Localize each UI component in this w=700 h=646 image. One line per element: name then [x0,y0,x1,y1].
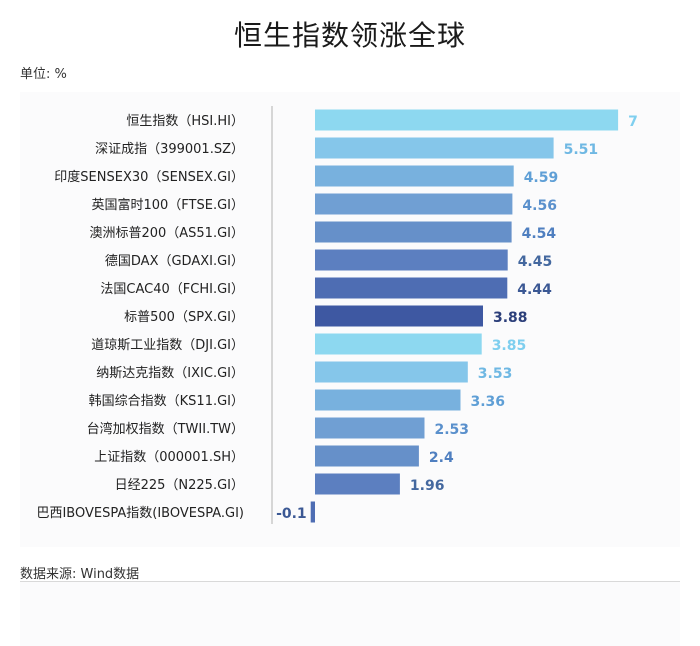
value-label: 4.59 [524,170,559,186]
value-label: 3.88 [493,310,528,326]
value-label: 3.36 [471,394,506,410]
bar [315,445,419,467]
bar [315,305,483,327]
bar [315,109,619,131]
category-label: 德国DAX（GDAXI.GI） [105,254,244,269]
category-label: 上证指数（000001.SH） [94,450,244,465]
category-label: 深证成指（399001.SZ） [95,142,244,157]
footer-divider [20,581,680,582]
footer-area [20,582,680,646]
value-label: 3.85 [492,338,527,354]
value-label: 3.53 [478,366,513,382]
category-label: 澳洲标普200（AS51.GI） [89,225,244,241]
bar [315,165,514,187]
category-label: 巴西IBOVESPA指数(IBOVESPA.GI) [36,506,244,521]
bar [315,389,461,411]
value-label: 1.96 [410,478,445,494]
value-label: -0.1 [276,506,307,522]
category-label: 韩国综合指数（KS11.GI） [89,394,244,409]
value-label: 4.56 [522,198,557,214]
bar [315,137,554,159]
value-label: 4.54 [522,226,557,242]
category-label: 恒生指数（HSI.HI） [126,114,244,129]
unit-label: 单位: % [20,67,67,82]
category-label: 纳斯达克指数（IXIC.GI） [96,366,244,381]
category-label: 日经225（N225.GI） [115,478,244,493]
bar [315,361,468,383]
bar [310,501,315,523]
bar-chart: 恒生指数（HSI.HI） 7 深证成指（399001.SZ） 5.51 印度SENSEX… [36,106,638,524]
chart-title: 恒生指数领涨全球 [233,19,466,52]
bar [315,221,512,243]
bar [315,417,425,439]
category-label: 标普500（SPX.GI） [124,310,244,325]
category-label: 道琼斯工业指数（DJI.GI） [91,338,244,353]
category-label: 法国CAC40（FCHI.GI） [100,282,244,297]
value-label: 2.53 [435,422,470,438]
category-label: 印度SENSEX30（SENSEX.GI） [54,169,244,185]
category-label: 台湾加权指数（TWII.TW） [87,421,244,437]
value-label: 4.45 [518,254,553,270]
value-label: 5.51 [564,142,599,158]
bar [315,249,508,271]
bar [315,193,513,215]
source-label: 数据来源: Wind数据 [20,567,140,582]
bar [315,473,400,495]
value-label: 2.4 [429,450,454,466]
value-label: 4.44 [517,282,552,298]
bar [315,277,508,299]
category-label: 英国富时100（FTSE.GI） [91,197,244,213]
value-label: 7 [628,114,638,130]
bar [315,333,482,355]
